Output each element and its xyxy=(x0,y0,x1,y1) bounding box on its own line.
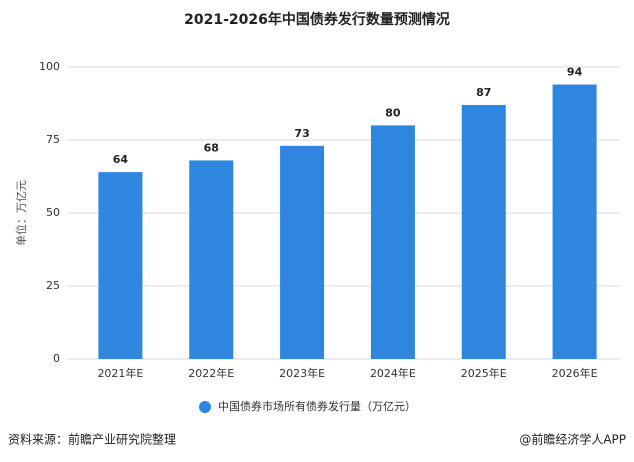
data-label: 87 xyxy=(476,86,491,99)
data-label: 73 xyxy=(294,127,309,140)
source: 资料来源：前瞻产业研究院整理 xyxy=(8,432,176,447)
x-tick-label: 2026年E xyxy=(552,366,598,380)
y-tick-label: 0 xyxy=(53,352,60,365)
bar xyxy=(280,145,325,359)
legend-label: 中国债券市场所有债券发行量（万亿元） xyxy=(218,399,416,413)
data-label: 68 xyxy=(204,141,219,154)
x-tick-label: 2022年E xyxy=(188,366,234,380)
y-tick-label: 25 xyxy=(46,279,60,292)
x-tick-label: 2024年E xyxy=(370,366,416,380)
bar xyxy=(552,84,597,360)
x-tick-label: 2023年E xyxy=(279,366,325,380)
y-axis-label: 单位：万亿元 xyxy=(14,180,28,246)
chart-title: 2021-2026年中国债券发行数量预测情况 xyxy=(184,11,450,28)
y-tick-label: 75 xyxy=(46,133,60,146)
y-tick-label: 50 xyxy=(46,206,60,219)
data-label: 94 xyxy=(567,66,583,79)
bar xyxy=(189,160,234,359)
legend-marker xyxy=(199,401,211,413)
data-label: 80 xyxy=(385,106,401,119)
bar xyxy=(370,125,415,360)
x-tick-label: 2025年E xyxy=(461,366,507,380)
data-label: 64 xyxy=(113,153,129,166)
credit: @前瞻经济学人APP xyxy=(519,432,626,447)
bar xyxy=(98,172,143,359)
bar xyxy=(461,104,506,360)
x-tick-label: 2021年E xyxy=(97,366,143,380)
y-tick-label: 100 xyxy=(39,60,60,73)
